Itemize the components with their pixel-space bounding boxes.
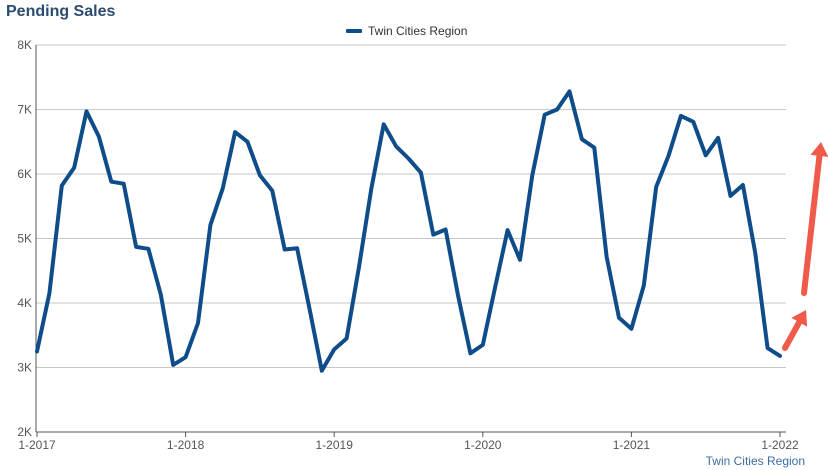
x-tick-label: 1-2020	[464, 438, 502, 452]
legend-label: Twin Cities Region	[368, 24, 468, 38]
series-layer	[35, 89, 782, 373]
source-label: Twin Cities Region	[705, 454, 805, 468]
y-tick-label: 4K	[17, 296, 32, 310]
y-tick-label: 5K	[17, 232, 32, 246]
x-tick-label: 1-2021	[613, 438, 651, 452]
axis-layer: 2K 3K 4K 5K 6K 7K 8K 1-2017 1-2018 1-2019 1-2020 1-…	[17, 38, 799, 452]
arrow-layer	[782, 142, 828, 351]
y-tick-label: 6K	[17, 167, 32, 181]
y-tick-label: 2K	[17, 425, 32, 439]
chart-title: Pending Sales	[6, 3, 116, 20]
x-tick-label: 1-2022	[761, 438, 799, 452]
grid-layer	[36, 44, 786, 433]
y-tick-label: 8K	[17, 38, 32, 52]
legend-swatch	[346, 29, 362, 33]
x-tick-label: 1-2017	[18, 438, 56, 452]
arrow-shaft	[801, 152, 823, 296]
y-tick-label: 3K	[17, 361, 32, 375]
x-tick-label: 1-2018	[167, 438, 205, 452]
arrow-head	[791, 310, 808, 327]
arrow-shaft	[782, 319, 803, 351]
legend: Twin Cities Region	[346, 24, 467, 38]
series-line	[35, 89, 782, 373]
x-tick-label: 1-2019	[316, 438, 354, 452]
arrow-long	[801, 142, 828, 296]
y-tick-label: 7K	[17, 103, 32, 117]
arrow-head	[810, 142, 828, 157]
arrow-short	[782, 310, 808, 351]
